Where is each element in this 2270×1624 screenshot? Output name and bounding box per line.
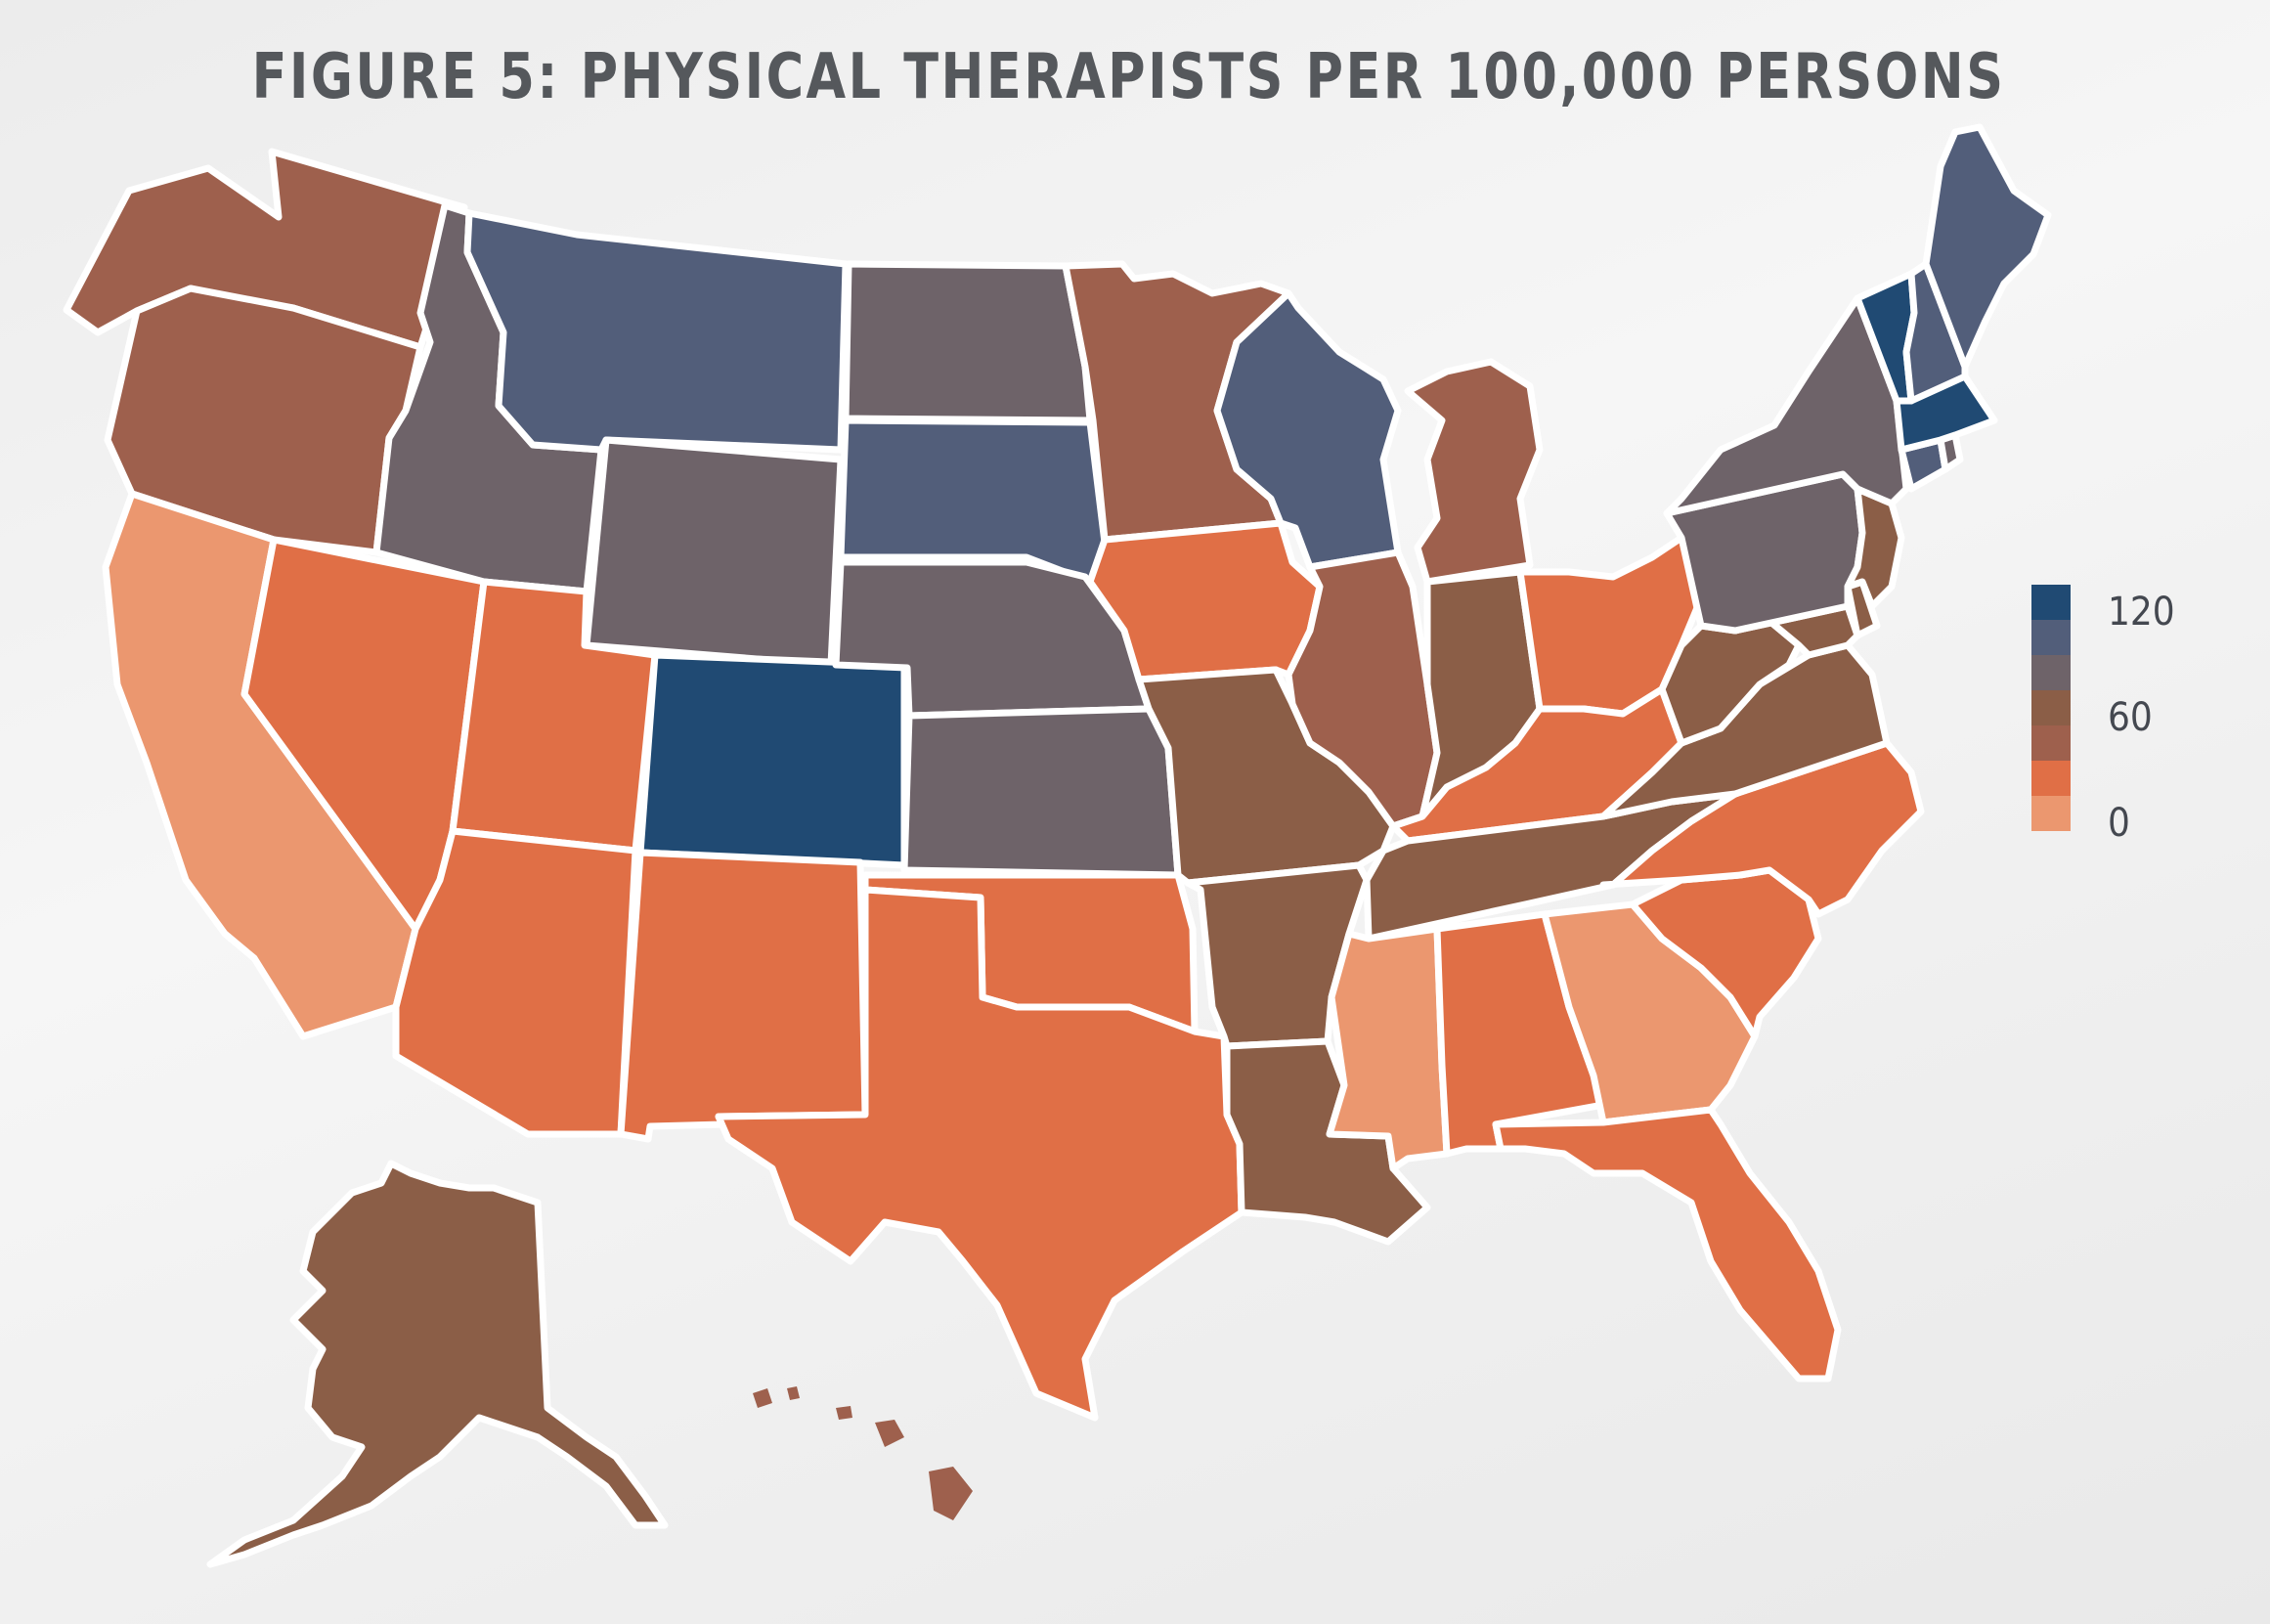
state-hawaii[interactable]	[753, 1386, 973, 1520]
legend-label-120: 120	[2108, 590, 2175, 635]
state-north-dakota[interactable]	[842, 260, 1094, 424]
state-colorado[interactable]	[636, 651, 908, 869]
state-alaska[interactable]	[206, 1160, 669, 1568]
legend-swatch-bin0	[2031, 796, 2071, 831]
legend-swatch-bin2	[2031, 725, 2071, 761]
state-wyoming[interactable]	[583, 436, 845, 669]
state-mississippi[interactable]	[1326, 925, 1451, 1172]
legend-swatch-bin6	[2031, 585, 2071, 620]
state-montana[interactable]	[463, 209, 850, 454]
state-maine[interactable]	[1922, 123, 2052, 371]
page-title: FIGURE 5: PHYSICAL THERAPISTS PER 100,00…	[251, 41, 2006, 113]
state-texas[interactable]	[715, 886, 1245, 1422]
state-new-mexico[interactable]	[617, 849, 869, 1143]
state-north-carolina[interactable]	[1599, 739, 1925, 918]
legend-swatch-bin4	[2031, 655, 2071, 690]
state-michigan[interactable]	[1404, 358, 1544, 586]
legend-swatch-bin5	[2031, 620, 2071, 655]
legend-label-60: 60	[2108, 695, 2153, 740]
legend-swatch-bin1	[2031, 761, 2071, 796]
legend-swatch-bin3	[2031, 690, 2071, 725]
state-florida[interactable]	[1492, 1106, 1842, 1383]
state-south-dakota[interactable]	[837, 417, 1109, 586]
state-illinois[interactable]	[1285, 549, 1441, 830]
legend-label-0: 0	[2108, 801, 2130, 846]
state-kansas[interactable]	[900, 705, 1182, 879]
state-new-jersey[interactable]	[1844, 485, 1905, 610]
